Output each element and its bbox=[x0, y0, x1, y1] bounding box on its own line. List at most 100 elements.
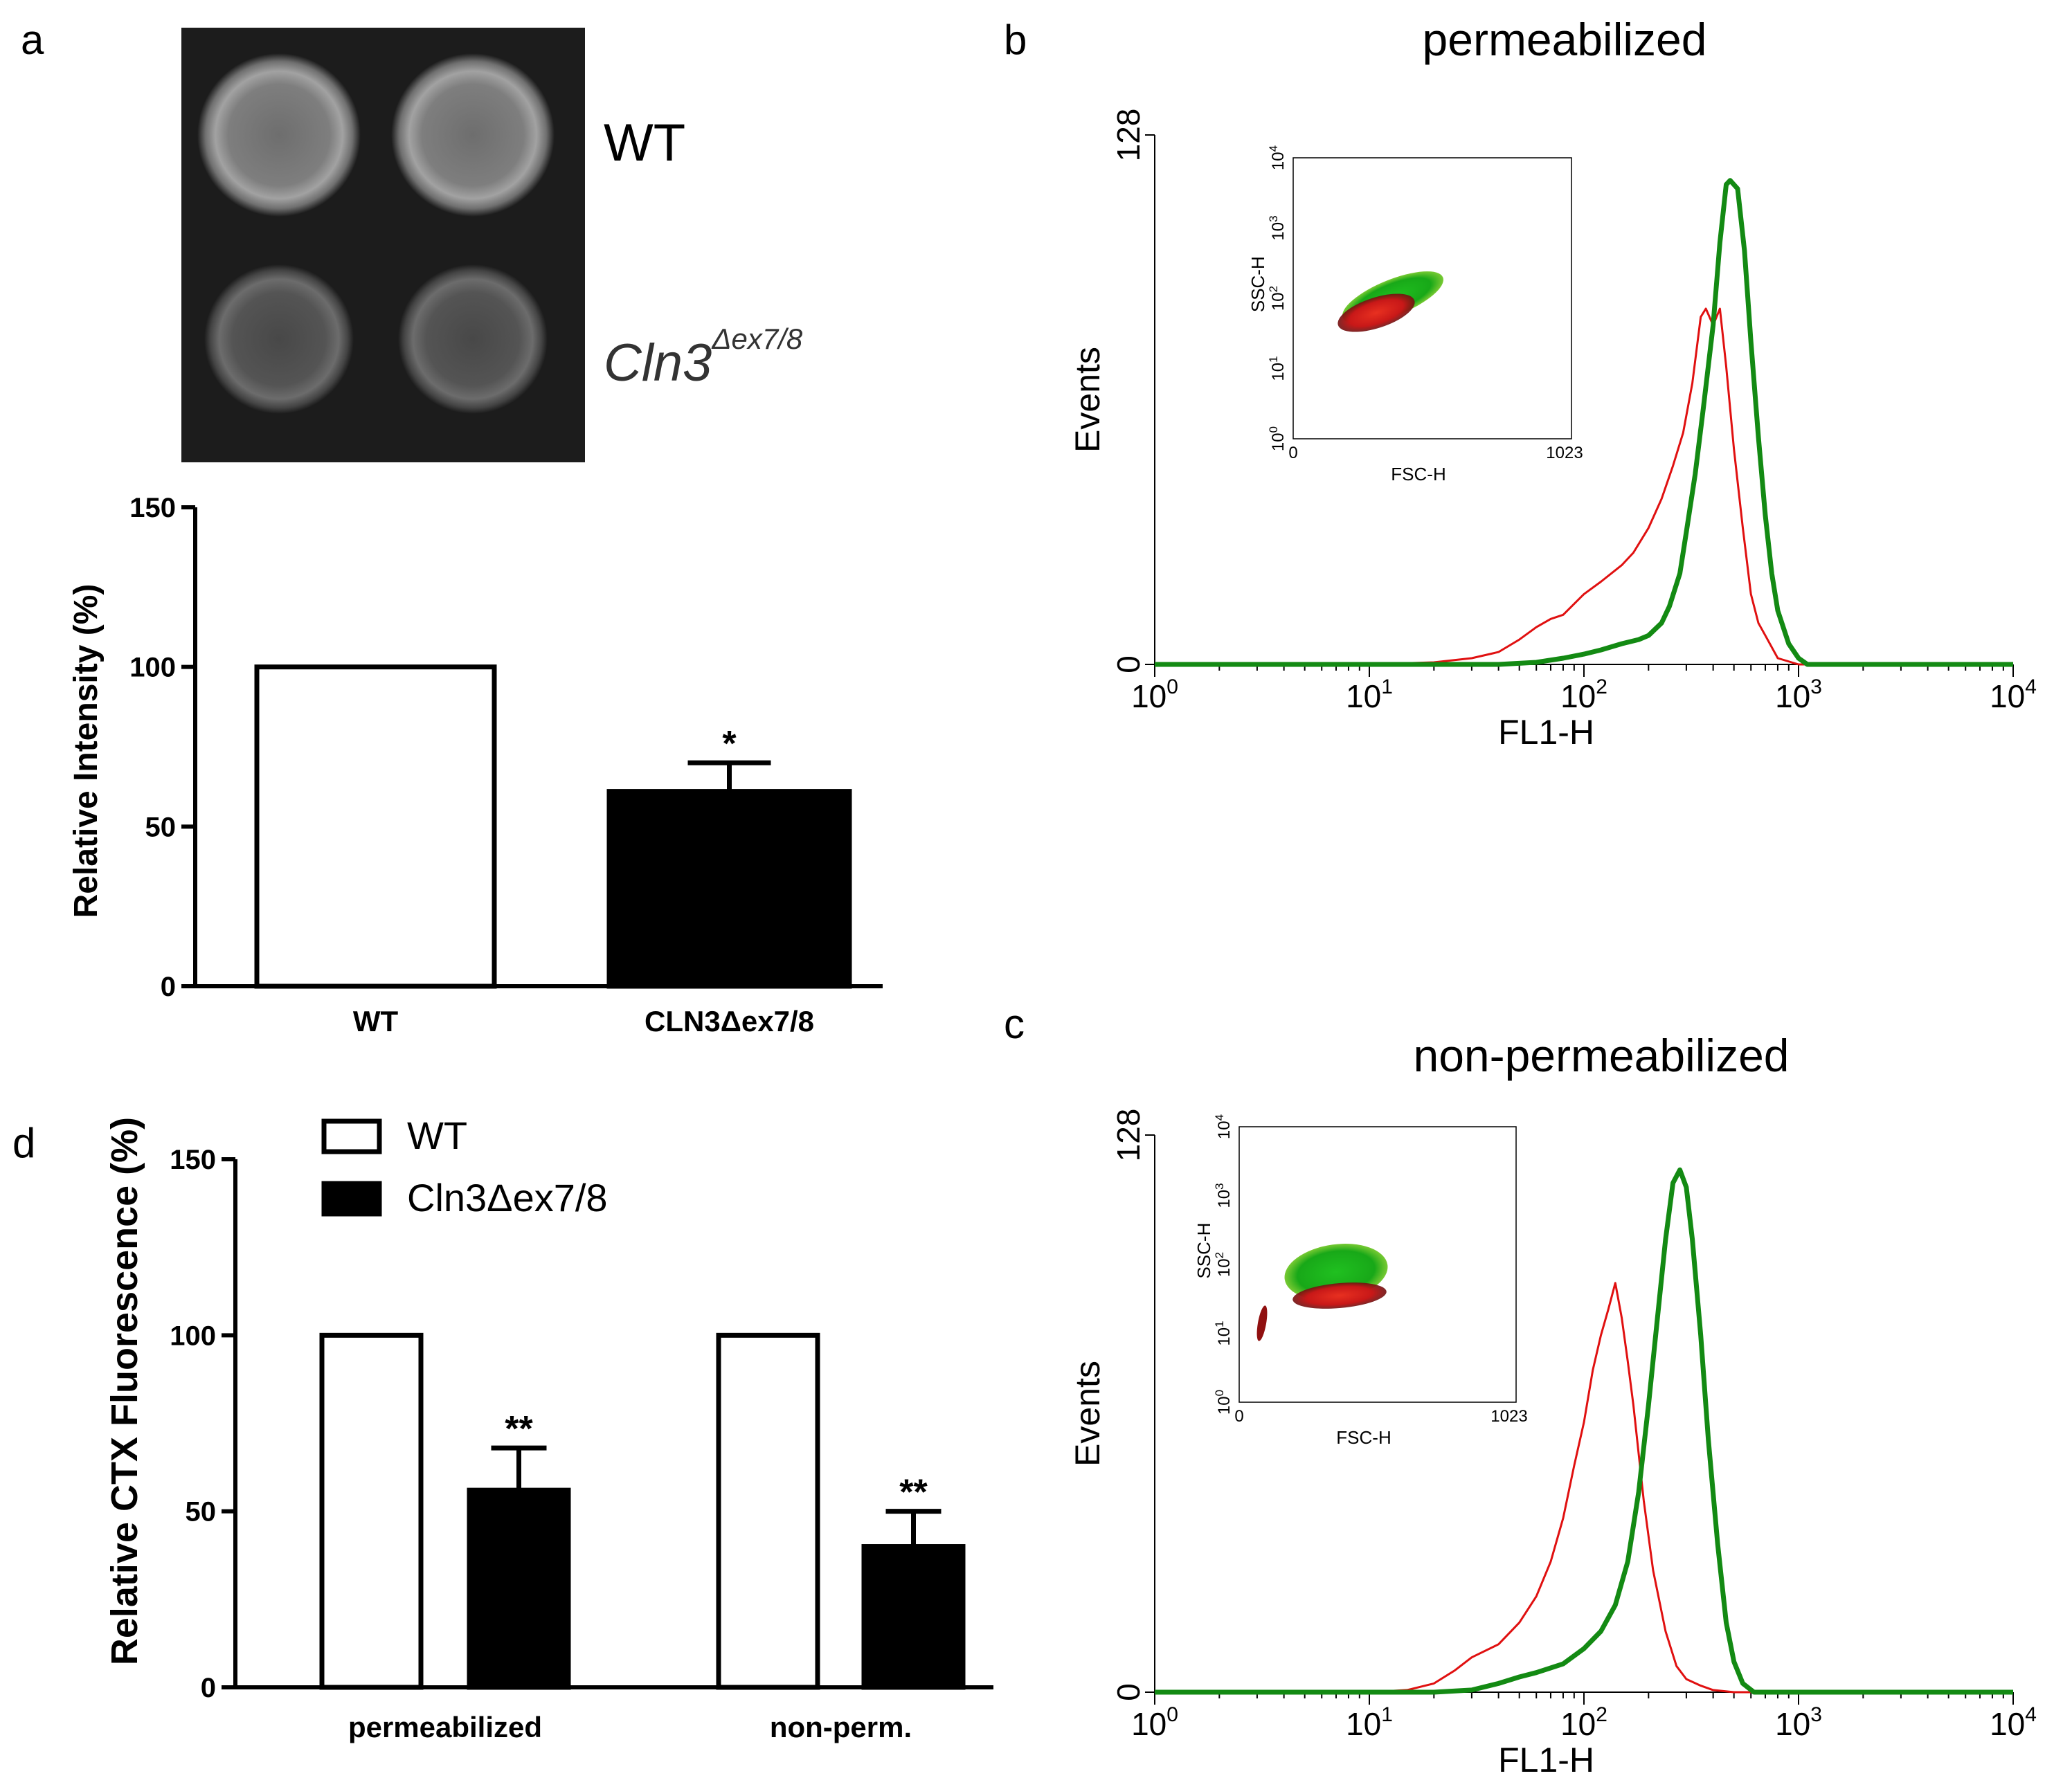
x-tick-label-c-3: 103 bbox=[1775, 1703, 1822, 1742]
y-tick-label-c-128: 128 bbox=[1110, 1109, 1146, 1162]
panel-letter-b: b bbox=[1004, 17, 1027, 63]
x-tick-label-b-2: 102 bbox=[1560, 675, 1607, 714]
inset-y-tick-base-b-2: 10 bbox=[1269, 292, 1288, 311]
inset-y-tick-exp-c-0: 0 bbox=[1213, 1390, 1226, 1396]
chart-title-b: permeabilized bbox=[1423, 14, 1707, 65]
bar-d-1-0 bbox=[716, 1332, 820, 1690]
inset-y-tick-exp-c-4: 4 bbox=[1213, 1114, 1226, 1121]
inset-y-tick-base-c-3: 10 bbox=[1215, 1190, 1234, 1208]
x-tick-label-b-4: 104 bbox=[1990, 675, 2037, 714]
blot-row-label-wt: WT bbox=[604, 114, 685, 172]
inset-y-tick-base-c-4: 10 bbox=[1215, 1121, 1234, 1139]
panel-letter-d: d bbox=[12, 1120, 35, 1166]
x-tick-exp-c-3: 3 bbox=[1810, 1703, 1822, 1726]
inset-cloud-b-1 bbox=[1337, 293, 1415, 332]
inset-y-tick-exp-b-1: 1 bbox=[1267, 356, 1280, 362]
inset-y-tick-exp-b-3: 3 bbox=[1267, 215, 1280, 221]
inset-y-tick-c-3: 103 bbox=[1213, 1183, 1234, 1208]
legend-swatch-d-1 bbox=[321, 1181, 382, 1217]
y-tick-label-c-0: 0 bbox=[1110, 1683, 1146, 1701]
inset-y-tick-exp-b-4: 4 bbox=[1267, 145, 1280, 152]
inset-x-tick-b-0: 0 bbox=[1288, 444, 1297, 462]
y-tick-label-d-150: 150 bbox=[170, 1145, 216, 1175]
inset-y-tick-exp-b-2: 2 bbox=[1267, 286, 1280, 292]
inset-y-tick-exp-c-2: 2 bbox=[1213, 1252, 1226, 1258]
inset-y-label-c: SSC-H bbox=[1193, 1223, 1214, 1279]
inset-y-tick-c-1: 101 bbox=[1213, 1321, 1234, 1345]
x-tick-base-c-2: 10 bbox=[1560, 1706, 1596, 1742]
blot-spot-cln3-2 bbox=[398, 264, 548, 414]
inset-x-label-b: FSC-H bbox=[1391, 464, 1445, 484]
x-tick-base-c-1: 10 bbox=[1346, 1706, 1381, 1742]
inset-cloud-c-1 bbox=[1292, 1282, 1387, 1309]
inset-y-tick-base-c-2: 10 bbox=[1215, 1258, 1234, 1277]
inset-y-tick-c-0: 100 bbox=[1213, 1390, 1234, 1415]
inset-y-tick-exp-b-0: 0 bbox=[1267, 426, 1280, 433]
significance-a-1: * bbox=[722, 724, 737, 764]
y-tick-label-d-0: 0 bbox=[201, 1673, 216, 1703]
inset-x-tick-b-1: 1023 bbox=[1546, 444, 1583, 462]
inset-y-tick-base-b-0: 10 bbox=[1269, 433, 1288, 451]
bar-d-0-1 bbox=[467, 1487, 571, 1690]
x-tick-exp-b-1: 1 bbox=[1381, 675, 1393, 698]
inset-cloud-c-2 bbox=[1256, 1305, 1268, 1341]
x-axis-label-c: FL1-H bbox=[1498, 1741, 1594, 1779]
panel-letter-a: a bbox=[21, 17, 44, 63]
y-tick-label-a-100: 100 bbox=[129, 653, 176, 683]
blot-row-label-cln3-sup: Δex7/8 bbox=[711, 323, 803, 355]
inset-y-tick-b-1: 101 bbox=[1267, 356, 1288, 381]
x-axis-label-b: FL1-H bbox=[1498, 713, 1594, 752]
x-tick-exp-b-3: 3 bbox=[1810, 675, 1822, 698]
inset-y-tick-base-c-0: 10 bbox=[1215, 1396, 1234, 1415]
category-label-a-1: CLN3Δex7/8 bbox=[645, 1005, 814, 1037]
inset-frame-b bbox=[1292, 157, 1572, 439]
panel-letter-c: c bbox=[1004, 1001, 1025, 1047]
x-tick-exp-c-1: 1 bbox=[1381, 1703, 1393, 1726]
bar-chart-d: 0 50 100 150 ** permeabilized ** non-perm. WT Cln… bbox=[104, 1114, 993, 1743]
inset-y-tick-base-b-3: 10 bbox=[1269, 222, 1288, 241]
inset-x-tick-c-1: 1023 bbox=[1490, 1407, 1527, 1426]
y-axis-label-b: Events bbox=[1068, 347, 1107, 453]
y-tick-label-b-0: 0 bbox=[1110, 655, 1146, 673]
inset-y-tick-base-b-1: 10 bbox=[1269, 363, 1288, 381]
x-tick-exp-c-0: 0 bbox=[1166, 1703, 1178, 1726]
chart-title-c: non-permeabilized bbox=[1414, 1030, 1790, 1081]
x-tick-exp-b-0: 0 bbox=[1166, 675, 1178, 698]
histogram-series-b-1 bbox=[1155, 178, 2013, 667]
blot-row-label-cln3-main: Cln3 bbox=[604, 334, 712, 392]
x-tick-base-c-0: 10 bbox=[1131, 1706, 1166, 1742]
y-axis-label-c: Events bbox=[1068, 1361, 1107, 1467]
y-tick-label-d-100: 100 bbox=[170, 1321, 216, 1351]
bar-d-0-0 bbox=[319, 1332, 424, 1690]
x-tick-base-c-3: 10 bbox=[1775, 1706, 1810, 1742]
inset-y-tick-c-2: 102 bbox=[1213, 1252, 1234, 1277]
bar-chart-a: 0 50 100 150 WT * CLN3Δex7/8 Relative Intensity… bbox=[68, 493, 883, 1037]
category-label-d-0: permeabilized bbox=[348, 1711, 542, 1743]
histogram-series-c-1 bbox=[1155, 1167, 2013, 1695]
legend-label-d-0: WT bbox=[407, 1114, 467, 1157]
x-tick-label-c-0: 100 bbox=[1131, 1703, 1178, 1742]
histogram-series-c-0 bbox=[1155, 1282, 2013, 1694]
x-tick-label-b-1: 101 bbox=[1346, 675, 1393, 714]
x-tick-label-c-1: 101 bbox=[1346, 1703, 1393, 1742]
x-tick-base-b-3: 10 bbox=[1775, 678, 1810, 714]
y-tick-label-a-150: 150 bbox=[129, 493, 176, 523]
y-tick-label-a-50: 50 bbox=[145, 812, 177, 842]
category-label-a-0: WT bbox=[353, 1005, 399, 1037]
inset-y-tick-b-3: 103 bbox=[1267, 215, 1288, 240]
x-tick-base-b-1: 10 bbox=[1346, 678, 1381, 714]
inset-y-tick-b-4: 104 bbox=[1267, 145, 1288, 170]
blot-spot-cln3-1 bbox=[204, 264, 354, 414]
x-tick-label-b-3: 103 bbox=[1775, 675, 1822, 714]
y-tick-label-b-128: 128 bbox=[1110, 109, 1146, 162]
x-tick-base-b-0: 10 bbox=[1131, 678, 1166, 714]
x-tick-base-c-4: 10 bbox=[1990, 1706, 2025, 1742]
x-tick-exp-b-4: 4 bbox=[2025, 675, 2037, 698]
y-tick-label-d-50: 50 bbox=[186, 1497, 217, 1527]
inset-y-tick-exp-c-3: 3 bbox=[1213, 1183, 1226, 1189]
significance-d-0-1: ** bbox=[505, 1409, 533, 1449]
